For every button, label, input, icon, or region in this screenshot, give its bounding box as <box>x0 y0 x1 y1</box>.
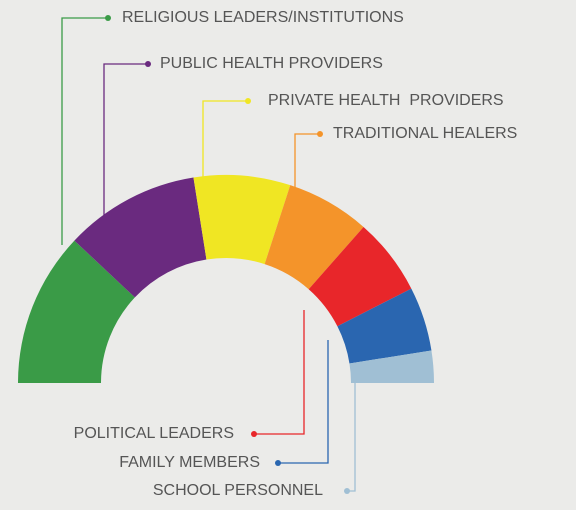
leader-line <box>347 383 356 492</box>
leader-line <box>294 133 320 190</box>
segment <box>18 240 135 383</box>
legend-label: SCHOOL PERSONNEL <box>153 482 323 499</box>
leader-dot <box>317 131 323 137</box>
leader-line <box>278 340 329 464</box>
legend-label: PRIVATE HEALTH PROVIDERS <box>268 92 504 109</box>
leader-line <box>103 63 148 215</box>
segment <box>337 288 432 364</box>
legend-label: RELIGIOUS LEADERS/INSTITUTIONS <box>122 9 404 26</box>
leader-line <box>254 310 305 435</box>
leader-dot <box>105 15 111 21</box>
legend-label: POLITICAL LEADERS <box>74 425 234 442</box>
leader-dot <box>275 460 281 466</box>
leader-dot <box>245 98 251 104</box>
leader-dot <box>145 61 151 67</box>
segment <box>308 226 412 327</box>
segment <box>349 350 434 383</box>
legend-label: FAMILY MEMBERS <box>119 454 260 471</box>
leader-dot <box>344 488 350 494</box>
legend-label: TRADITIONAL HEALERS <box>333 125 517 142</box>
leader-line <box>61 17 108 245</box>
segment <box>74 177 207 298</box>
segment <box>264 185 364 290</box>
segment <box>193 175 291 265</box>
leader-dot <box>251 431 257 437</box>
legend-label: PUBLIC HEALTH PROVIDERS <box>160 55 383 72</box>
leader-line <box>202 100 248 182</box>
